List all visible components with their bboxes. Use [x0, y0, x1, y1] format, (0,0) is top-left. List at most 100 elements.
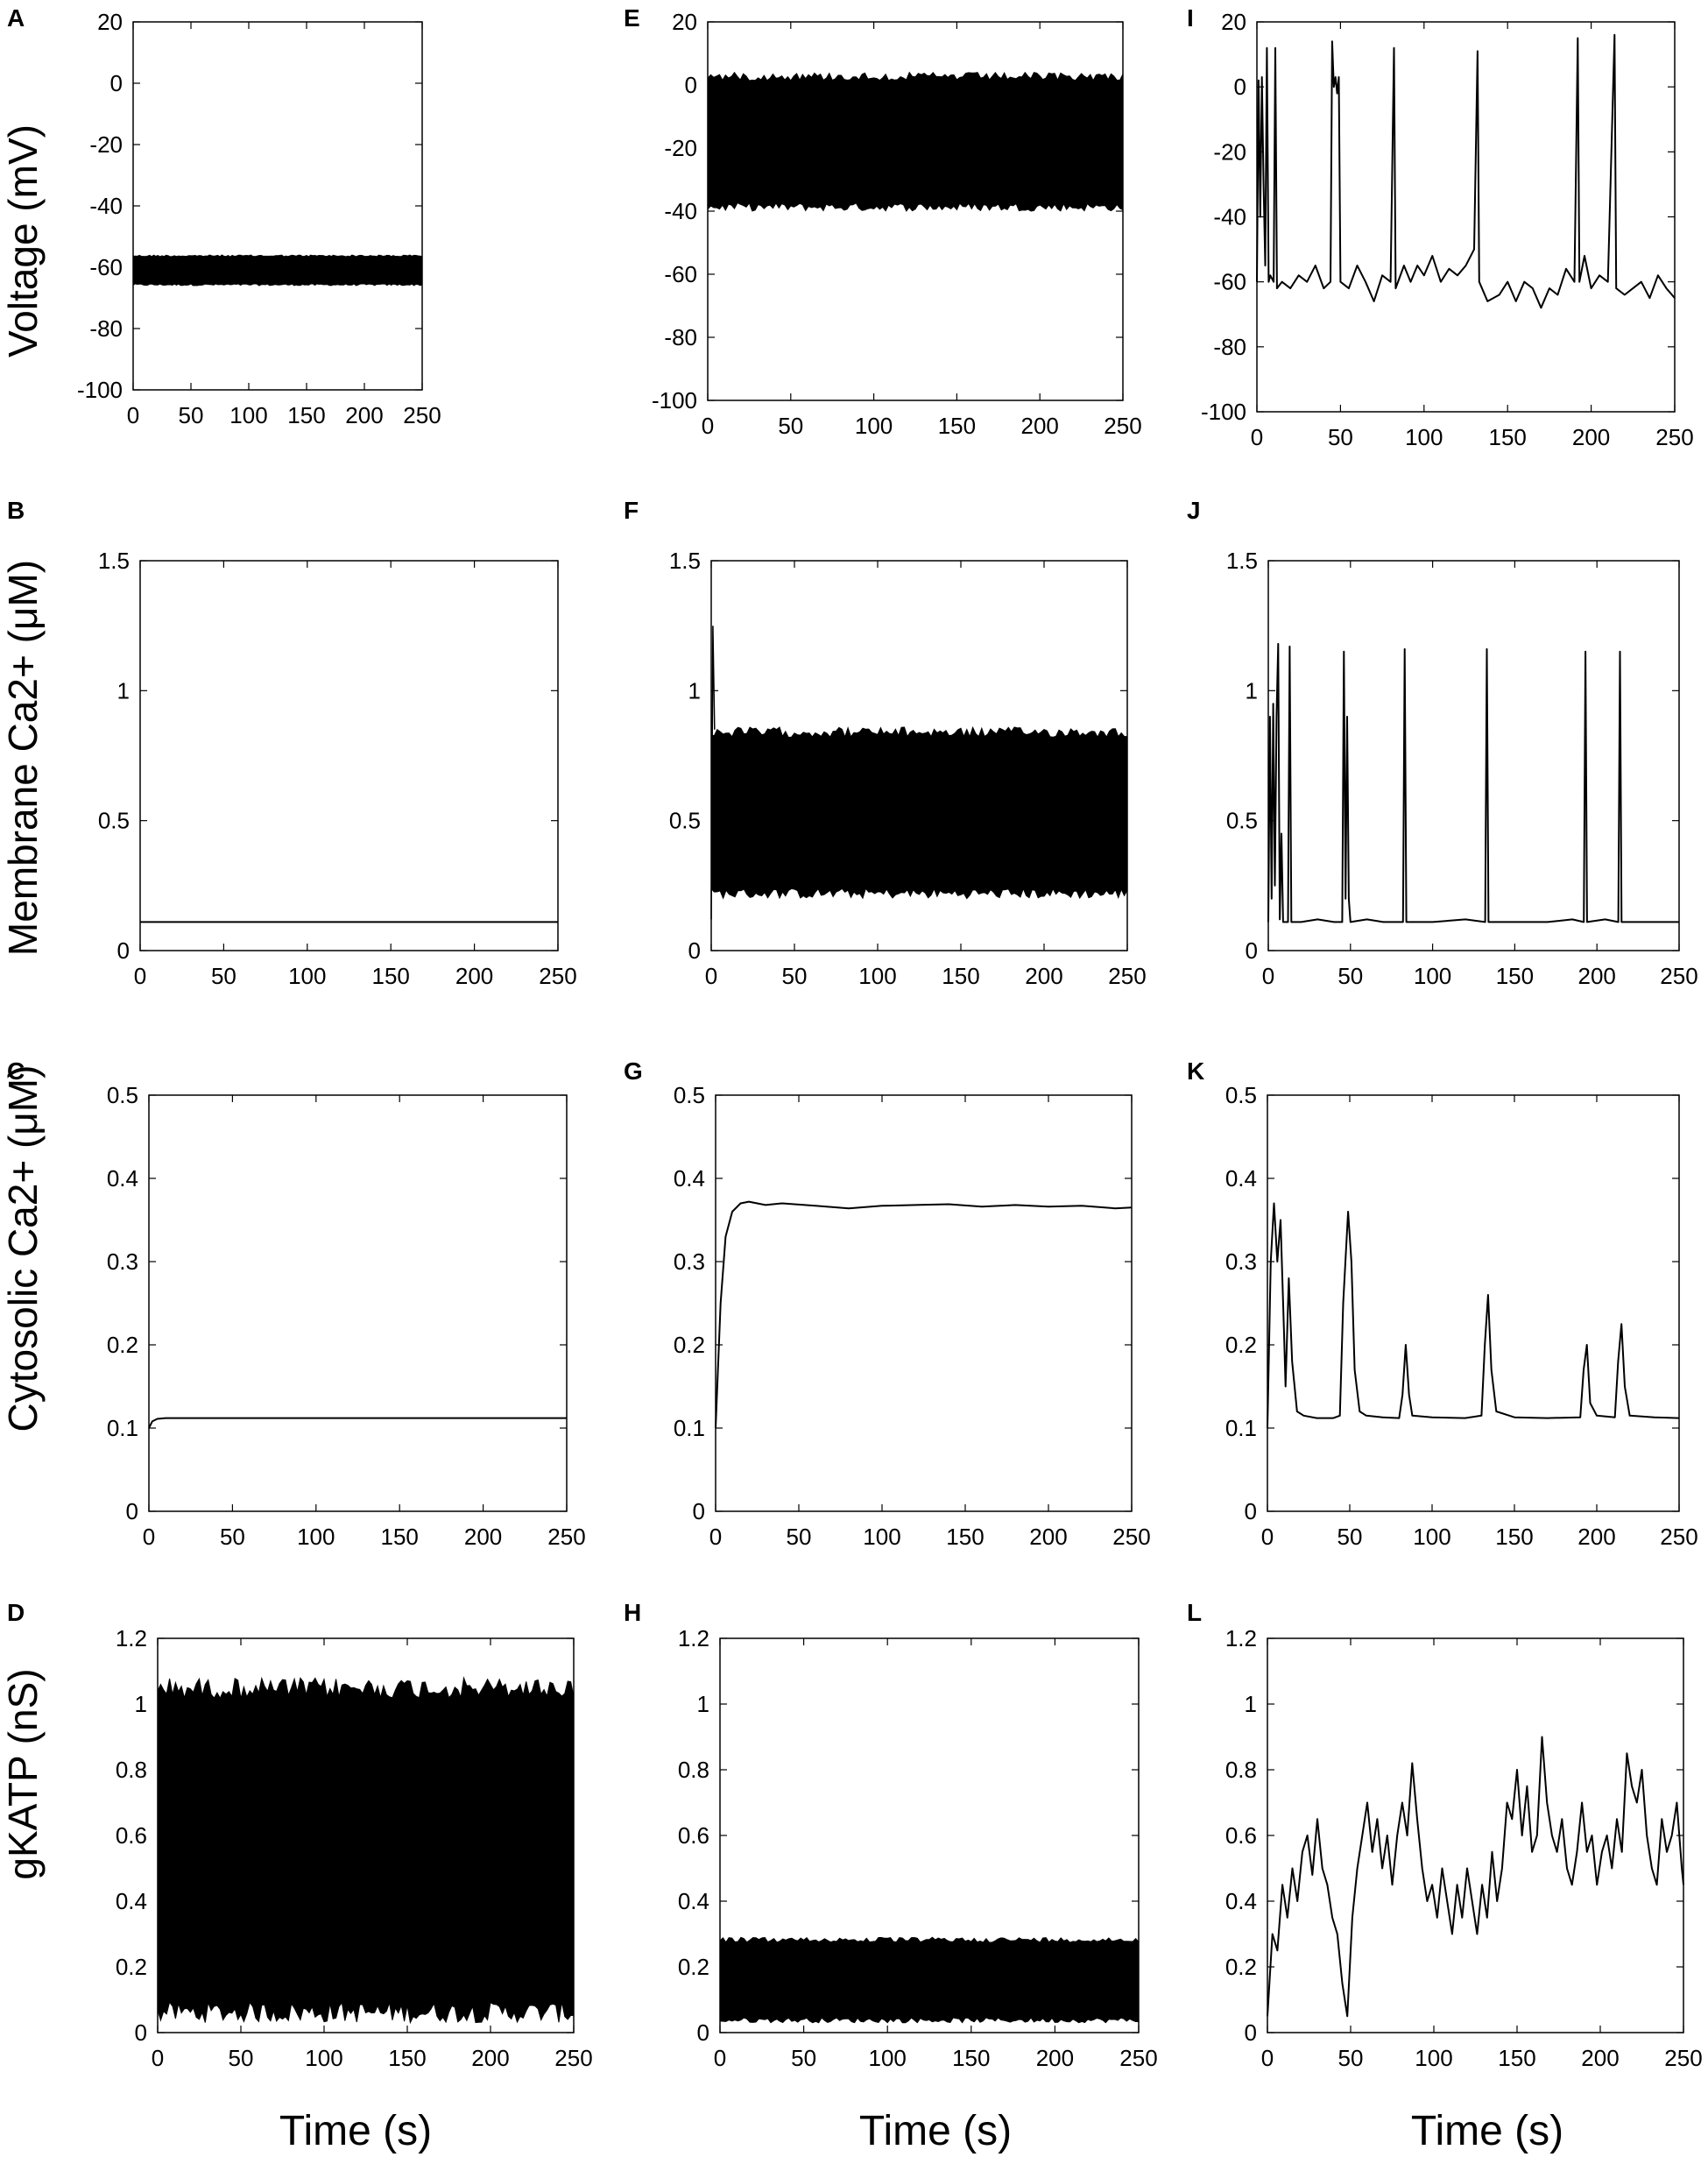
series-band	[710, 725, 1128, 900]
axes-frame	[1267, 1637, 1684, 2033]
y-tick-label: 1.2	[116, 1625, 147, 1651]
x-tick-label: 100	[1405, 424, 1443, 450]
y-tick-label: 0	[1234, 74, 1246, 100]
y-tick-label: 1.5	[98, 548, 130, 574]
x-tick-label: 250	[547, 1524, 585, 1550]
y-tick-label: 0	[685, 72, 697, 98]
x-tick-label: 100	[1414, 963, 1451, 989]
x-tick-label: 50	[1337, 963, 1363, 989]
series-band	[707, 71, 1124, 212]
y-tick-label: 0	[117, 937, 130, 964]
y-tick-label: 0.4	[678, 1888, 709, 1914]
chart-panel-l: L 0 50 100 150 200 250 0 0.2 0.4 0.6 0.8 1 1.2	[1187, 1599, 1703, 2071]
y-tick-label: 0.5	[669, 808, 701, 834]
x-tick-label: 100	[858, 963, 896, 989]
y-tick-label: 1	[697, 1691, 709, 1717]
y-tick-label: 0	[1246, 937, 1258, 964]
x-tick-label: 200	[471, 2045, 509, 2071]
x-tick-label: 200	[1572, 424, 1610, 450]
x-tick-label: 200	[1025, 963, 1062, 989]
y-tick-label: -20	[89, 131, 123, 158]
y-tick-label: 0.1	[107, 1415, 138, 1441]
chart-panel-k: K 0 50 100 150 200 250 0 0.1 0.2 0.3 0.4 0.5	[1187, 1057, 1698, 1550]
panel-letter: D	[7, 1599, 25, 1626]
y-tick-label: 0.3	[674, 1248, 705, 1275]
y-tick-label: 1	[688, 677, 701, 704]
x-tick-label: 0	[1261, 1524, 1274, 1550]
x-tick-label: 50	[787, 1524, 812, 1550]
y-tick-label: -80	[89, 315, 123, 342]
y-tick-label: 0.1	[674, 1415, 705, 1441]
y-tick-label: 1	[1246, 677, 1258, 704]
x-tick-label: 0	[134, 963, 146, 989]
y-tick-label: -100	[652, 387, 697, 414]
panel-letter: H	[624, 1599, 641, 1626]
y-tick-label: 0.4	[1225, 1165, 1257, 1192]
chart-panel-a: A 0 50 100 150 200 250 -100 -80 -60 -40 -20 0 20	[7, 4, 441, 428]
chart-panel-g: G 0 50 100 150 200 250 0 0.1 0.2 0.3 0.4 0.5	[624, 1057, 1151, 1550]
row-label-gkatp: gKATP (nS)	[0, 1668, 46, 1879]
y-tick-label: 0	[110, 70, 123, 96]
series-line	[1256, 33, 1676, 309]
axes-frame	[1267, 1094, 1680, 1512]
row-label-cytosolic-ca: Cytosolic Ca2+ (μM)	[0, 1065, 46, 1432]
x-tick-label: 150	[381, 1524, 419, 1550]
x-tick-label: 200	[1581, 2045, 1619, 2071]
chart-panel-i: I 0 50 100 150 200 250 -100 -80 -60 -40 -20 0 20	[1187, 4, 1694, 450]
panel-letter: J	[1187, 497, 1201, 524]
x-tick-label: 50	[782, 963, 808, 989]
x-label-col2: Time (s)	[859, 2108, 1012, 2154]
series-band	[132, 254, 423, 286]
x-tick-label: 200	[455, 963, 493, 989]
y-tick-label: -40	[89, 193, 123, 219]
y-tick-label: 0	[1245, 1498, 1257, 1524]
x-tick-label: 0	[1251, 424, 1263, 450]
x-tick-label: 250	[1104, 413, 1141, 439]
x-tick-label: 100	[305, 2045, 342, 2071]
y-tick-label: 0.5	[1226, 808, 1258, 834]
chart-panel-d: D 0 50 100 150 200 250 0 0.2 0.4 0.6 0.8 1 1.2	[7, 1599, 593, 2071]
panel-letter: E	[624, 4, 640, 32]
y-tick-label: 0.8	[116, 1757, 147, 1783]
x-tick-label: 200	[1029, 1524, 1067, 1550]
y-tick-label: 0.2	[674, 1332, 705, 1358]
x-tick-label: 200	[464, 1524, 502, 1550]
x-tick-label: 200	[1578, 963, 1616, 989]
y-tick-label: 0.3	[1225, 1248, 1257, 1275]
x-label-col3: Time (s)	[1411, 2108, 1563, 2154]
x-tick-label: 0	[152, 2045, 164, 2071]
y-tick-label: -60	[89, 254, 123, 280]
x-tick-label: 100	[297, 1524, 335, 1550]
chart-panel-h: H 0 50 100 150 200 250 0 0.2 0.4 0.6 0.8 1 1.2	[624, 1599, 1158, 2071]
x-tick-label: 250	[1119, 2045, 1157, 2071]
x-tick-label: 100	[869, 2045, 907, 2071]
x-tick-label: 50	[778, 413, 803, 439]
y-tick-label: 0.5	[98, 808, 130, 834]
x-tick-label: 50	[1337, 1524, 1363, 1550]
x-tick-label: 200	[1577, 1524, 1615, 1550]
x-tick-label: 0	[1261, 2045, 1274, 2071]
x-tick-label: 0	[127, 402, 139, 428]
y-tick-label: 0.3	[107, 1248, 138, 1275]
panel-letter: B	[7, 497, 25, 524]
x-tick-label: 50	[211, 963, 236, 989]
x-tick-label: 250	[403, 402, 441, 428]
x-tick-label: 200	[345, 402, 383, 428]
series-transient	[710, 626, 716, 920]
x-tick-label: 100	[855, 413, 893, 439]
series-line	[148, 1417, 567, 1429]
x-tick-label: 100	[229, 402, 267, 428]
y-tick-label: -80	[1213, 334, 1246, 360]
x-tick-label: 150	[388, 2045, 426, 2071]
x-tick-label: 100	[863, 1524, 900, 1550]
x-tick-label: 250	[1112, 1524, 1150, 1550]
axes-frame	[132, 21, 423, 391]
chart-panel-c: C 0 50 100 150 200 250 0 0.1 0.2 0.3 0.4 0.5	[7, 1057, 586, 1550]
y-tick-label: 0	[135, 2019, 147, 2046]
y-tick-label: 0.8	[1225, 1757, 1257, 1783]
panel-letter: A	[7, 4, 25, 32]
panel-letter: I	[1187, 4, 1194, 32]
y-tick-label: 1.5	[669, 548, 701, 574]
